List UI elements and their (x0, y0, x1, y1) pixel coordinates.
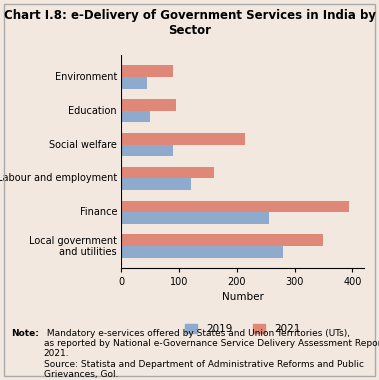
Bar (121, 166, 214, 179)
Bar (121, 201, 349, 212)
Bar (121, 65, 173, 77)
Bar (121, 99, 176, 111)
Bar (121, 133, 246, 144)
Text: Mandatory e-services offered by States and Union Territories (UTs),
as reported : Mandatory e-services offered by States a… (44, 329, 379, 379)
Bar (121, 179, 191, 190)
Bar (121, 77, 147, 89)
Legend: 2019, 2021: 2019, 2021 (181, 320, 304, 338)
X-axis label: Number: Number (222, 293, 263, 302)
Bar (121, 144, 173, 157)
Bar (121, 212, 269, 224)
Bar (121, 111, 150, 122)
Bar (121, 246, 283, 258)
Text: Note:: Note: (11, 329, 39, 338)
Text: Chart I.8: e-Delivery of Government Services in India by
Sector: Chart I.8: e-Delivery of Government Serv… (3, 10, 376, 38)
Bar (121, 234, 323, 246)
